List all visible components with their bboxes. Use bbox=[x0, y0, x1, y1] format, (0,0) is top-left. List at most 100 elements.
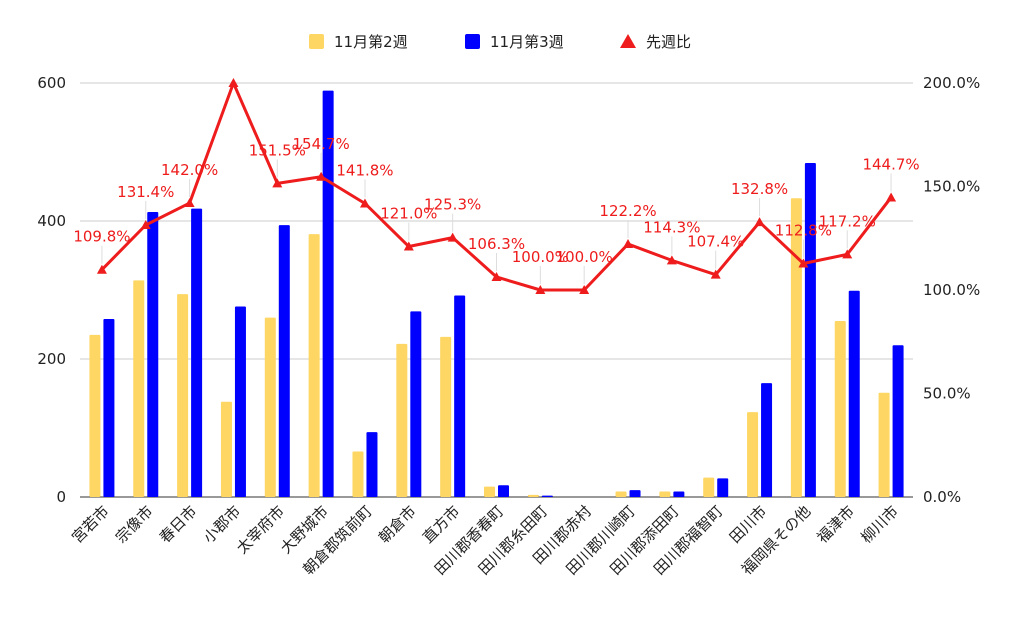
ratio-marker bbox=[798, 258, 809, 268]
legend-label: 11月第3週 bbox=[490, 33, 564, 51]
ratio-data-label: 114.3% bbox=[643, 218, 700, 236]
ratio-data-label: 154.7% bbox=[293, 135, 350, 153]
category-label: 柳川市 bbox=[857, 502, 902, 547]
bar-week2 bbox=[396, 343, 408, 497]
bar-week2 bbox=[790, 198, 802, 498]
ratio-data-label: 151.5% bbox=[249, 141, 306, 159]
bar-week2 bbox=[834, 321, 846, 497]
ratio-data-label: 141.8% bbox=[336, 161, 393, 179]
ratio-marker bbox=[316, 171, 327, 181]
bar-week3 bbox=[629, 490, 641, 497]
bar-week2 bbox=[615, 491, 627, 497]
ratio-data-label: 122.2% bbox=[599, 202, 656, 220]
ratio-data-label: 112.8% bbox=[775, 222, 832, 240]
category-label: 朝倉市 bbox=[375, 502, 420, 547]
ratio-data-label: 100.0% bbox=[512, 248, 569, 266]
bar-week3 bbox=[366, 432, 378, 497]
ratio-marker bbox=[140, 220, 151, 230]
bar-week2 bbox=[308, 234, 320, 498]
legend-label: 11月第2週 bbox=[334, 33, 408, 51]
bar-week3 bbox=[191, 208, 203, 497]
ratio-data-label: 107.4% bbox=[687, 233, 744, 251]
ratio-marker bbox=[710, 269, 721, 279]
bar-week3 bbox=[410, 311, 422, 497]
right-axis-ticks: 0.0% 50.0% 100.0% 150.0% 200.0% bbox=[923, 74, 980, 506]
ratio-marker bbox=[403, 241, 414, 251]
bar-week3 bbox=[498, 485, 509, 497]
ratio-data-label: 144.7% bbox=[862, 155, 919, 173]
ratio-marker bbox=[842, 249, 853, 259]
bar-week3 bbox=[103, 318, 115, 497]
bar-week2 bbox=[703, 477, 715, 497]
ratio-line-series bbox=[96, 78, 897, 294]
left-axis-ticks: 0 200 400 600 bbox=[37, 74, 66, 506]
bar-week3 bbox=[322, 90, 334, 497]
legend-swatch bbox=[309, 34, 324, 49]
ratio-data-label: 121.0% bbox=[380, 205, 437, 223]
ratio-data-label: 100.0% bbox=[556, 248, 613, 266]
ratio-marker bbox=[579, 285, 590, 294]
ratio-marker bbox=[535, 285, 546, 294]
bar-week3 bbox=[804, 163, 816, 498]
ratio-marker bbox=[754, 217, 765, 227]
ratio-marker bbox=[623, 239, 634, 249]
ratio-data-label: 142.0% bbox=[161, 161, 218, 179]
bar-week3 bbox=[234, 306, 246, 497]
category-label: 宮若市 bbox=[68, 502, 113, 547]
bar-week2 bbox=[878, 392, 890, 497]
ratio-data-label: 131.4% bbox=[117, 183, 174, 201]
right-axis-tick-label: 150.0% bbox=[923, 178, 980, 196]
ratio-data-label: 125.3% bbox=[424, 196, 481, 214]
ratio-marker bbox=[359, 198, 370, 208]
bar-week3 bbox=[848, 290, 860, 497]
ratio-marker bbox=[491, 271, 502, 281]
ratio-data-label: 106.3% bbox=[468, 235, 525, 253]
bar-week3 bbox=[147, 212, 159, 497]
bar-week2 bbox=[352, 451, 364, 497]
bar-week3 bbox=[541, 495, 553, 497]
right-axis-tick-label: 100.0% bbox=[923, 281, 980, 299]
bar-series bbox=[89, 90, 904, 498]
bar-week2 bbox=[484, 486, 495, 497]
category-label: 福津市 bbox=[814, 502, 859, 547]
legend-swatch bbox=[465, 34, 480, 49]
right-axis-tick-label: 200.0% bbox=[923, 74, 980, 92]
bar-week2 bbox=[264, 317, 276, 497]
ratio-marker bbox=[447, 232, 458, 242]
gridlines bbox=[80, 82, 913, 498]
bar-week2 bbox=[177, 294, 189, 497]
legend-triangle-icon bbox=[620, 34, 636, 48]
data-labels: 109.8% 131.4% 142.0% 151.5%154.7% 141.8% 121.… bbox=[73, 135, 920, 284]
bar-week2 bbox=[527, 494, 539, 497]
bar-week3 bbox=[761, 383, 773, 497]
ratio-marker bbox=[228, 78, 239, 87]
bar-week2 bbox=[747, 412, 759, 497]
ratio-marker bbox=[886, 192, 897, 202]
ratio-data-label: 109.8% bbox=[73, 228, 130, 246]
bar-week2 bbox=[89, 334, 101, 497]
category-label: 宗像市 bbox=[112, 502, 157, 547]
left-axis-tick-label: 200 bbox=[37, 350, 66, 368]
ratio-data-label: 132.8% bbox=[731, 180, 788, 198]
bar-week2 bbox=[659, 491, 671, 497]
bar-week2 bbox=[133, 280, 145, 497]
left-axis-tick-label: 400 bbox=[37, 212, 66, 230]
legend: 11月第2週 11月第3週 先週比 bbox=[309, 33, 691, 51]
right-axis-tick-label: 50.0% bbox=[923, 385, 971, 403]
ratio-marker bbox=[184, 198, 195, 208]
category-label: 春日市 bbox=[156, 502, 201, 547]
ratio-data-label: 117.2% bbox=[819, 212, 876, 230]
ratio-marker bbox=[96, 264, 107, 274]
left-axis-tick-label: 600 bbox=[37, 74, 66, 92]
bar-week3 bbox=[673, 491, 685, 497]
bar-week3 bbox=[892, 345, 904, 497]
bar-week3 bbox=[278, 225, 290, 497]
left-axis-tick-label: 0 bbox=[56, 488, 66, 506]
category-label: 太宰府市 bbox=[233, 502, 288, 557]
bar-week3 bbox=[717, 478, 729, 497]
ratio-marker bbox=[272, 178, 283, 188]
bar-week2 bbox=[220, 401, 232, 497]
bar-week2 bbox=[440, 336, 452, 497]
